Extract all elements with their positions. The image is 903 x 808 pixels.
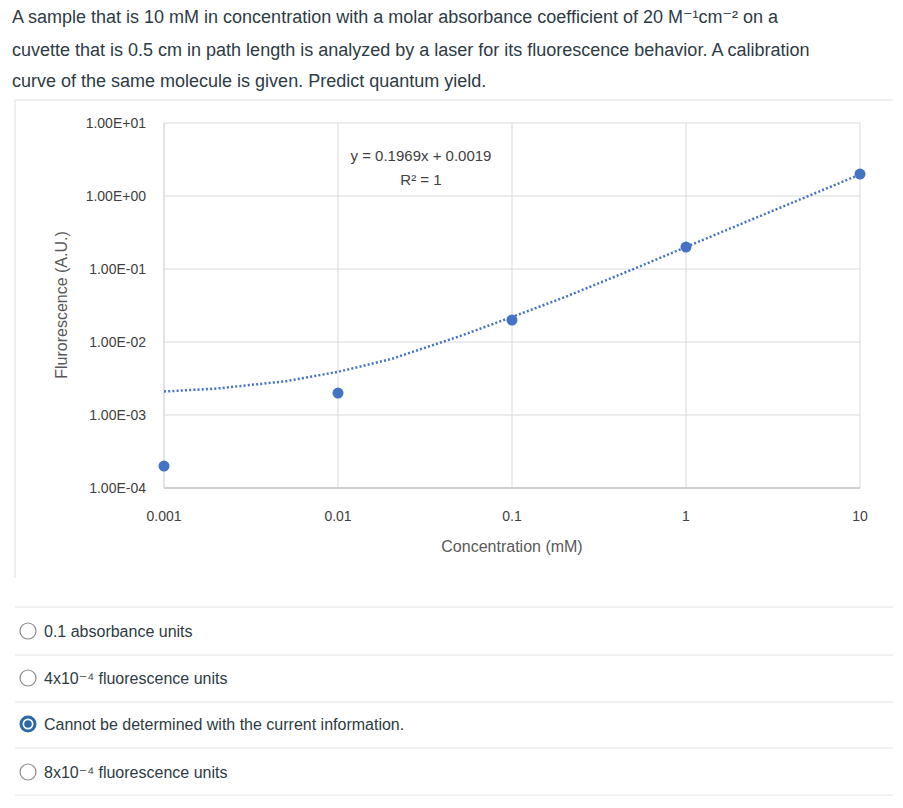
answer-option[interactable]: 8x10⁻⁴ fluorescence units	[20, 764, 227, 781]
y-tick-label: 1.00E-04	[89, 480, 146, 496]
y-axis-title: Flurorescence (A.U.)	[53, 231, 70, 379]
radio-ring	[23, 719, 34, 730]
radio-dot	[24, 720, 32, 728]
separator	[15, 795, 893, 796]
radio-button[interactable]	[20, 623, 36, 639]
x-tick-label: 0.1	[502, 508, 522, 524]
y-grid-line	[164, 488, 860, 489]
radio-button[interactable]	[20, 670, 36, 686]
question-text: A sample that is 10 mM in concentration …	[12, 7, 779, 27]
plot-marks	[159, 169, 866, 472]
separator	[15, 607, 893, 608]
data-point	[333, 388, 344, 399]
x-tick-label: 10	[852, 508, 868, 524]
chart: 1.00E+01 1.00E+00 1.00E-01 1.00E-02 1.00E-03…	[53, 115, 868, 555]
radio-button[interactable]	[20, 764, 36, 780]
x-tick-label: 0.01	[324, 508, 351, 524]
separator	[15, 655, 893, 656]
y-tick-label: 1.00E-01	[89, 261, 146, 277]
data-point	[507, 315, 518, 326]
separator	[15, 748, 893, 749]
answer-option[interactable]: 0.1 absorbance units	[20, 623, 193, 640]
x-tick-label: 1	[682, 508, 690, 524]
question-text: cuvette that is 0.5 cm in path length is…	[12, 40, 809, 60]
x-axis-title: Concentration (mM)	[441, 538, 582, 555]
y-tick-label: 1.00E+01	[86, 115, 147, 131]
option-text[interactable]: 8x10⁻⁴ fluorescence units	[44, 764, 227, 781]
x-grid-line	[686, 123, 687, 488]
answer-option[interactable]: Cannot be determined with the current in…	[20, 716, 405, 734]
y-tick-label: 1.00E-03	[89, 407, 146, 423]
x-grid-line	[512, 123, 513, 488]
data-point	[159, 461, 170, 472]
x-tick-label: 0.001	[146, 508, 181, 524]
option-text[interactable]: 0.1 absorbance units	[44, 623, 193, 640]
radio-selected[interactable]	[20, 716, 37, 733]
y-axis-line	[164, 123, 165, 488]
x-grid-line	[164, 123, 165, 488]
question-text: curve of the same molecule is given. Pre…	[12, 71, 486, 91]
x-axis-line	[164, 488, 860, 489]
x-grid-line	[338, 123, 339, 488]
y-tick-label: 1.00E-02	[89, 334, 146, 350]
data-point	[681, 242, 692, 253]
option-text[interactable]: 4x10⁻⁴ fluorescence units	[44, 670, 227, 687]
option-text[interactable]: Cannot be determined with the current in…	[44, 716, 404, 733]
page: A sample that is 10 mM in concentration …	[0, 0, 903, 808]
annotation: y = 0.1969x + 0.0019	[351, 147, 492, 164]
data-point	[855, 169, 866, 180]
answer-option[interactable]: 4x10⁻⁴ fluorescence units	[20, 670, 227, 687]
trend-line	[164, 175, 860, 392]
image-border	[15, 100, 893, 101]
image-border	[15, 100, 16, 578]
separator	[15, 702, 893, 703]
y-tick-label: 1.00E+00	[86, 188, 147, 204]
annotation: R² = 1	[400, 171, 441, 188]
